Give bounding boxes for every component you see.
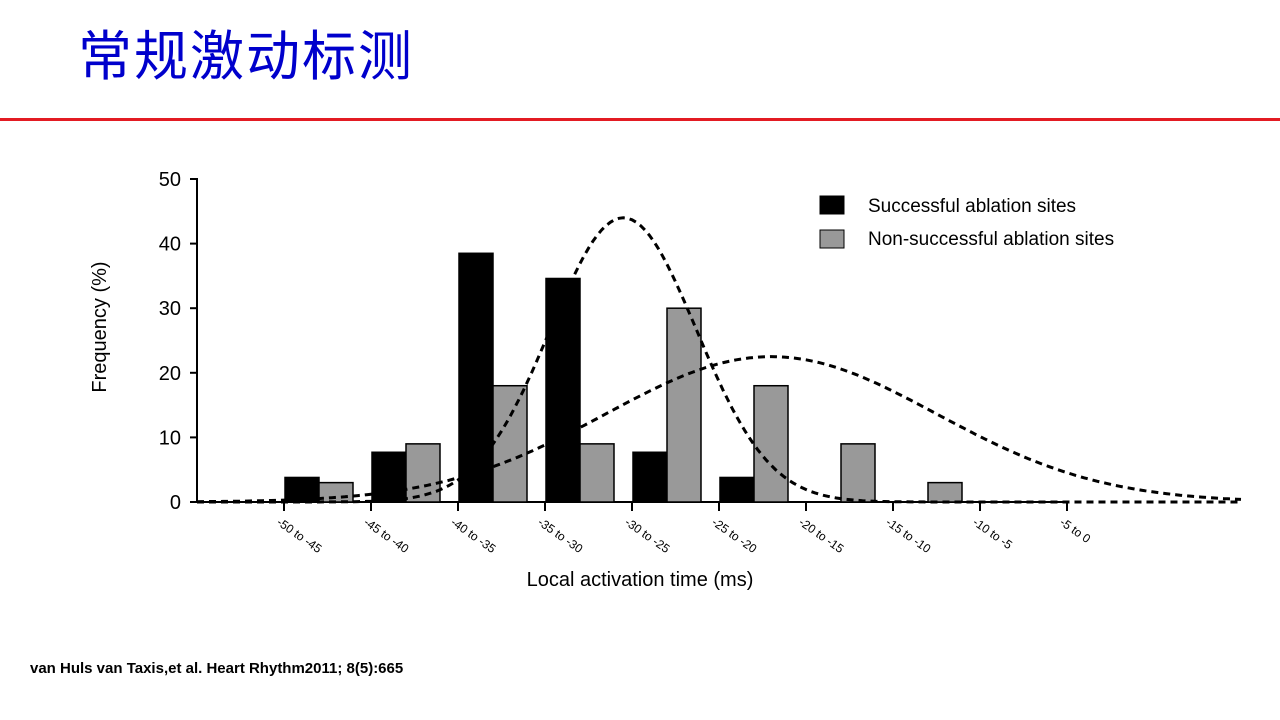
bar (545, 277, 581, 503)
x-axis-label: Local activation time (ms) (527, 569, 754, 591)
bar (666, 307, 702, 503)
x-tick-label: -5 to 0 (1057, 515, 1093, 546)
bar (719, 476, 755, 503)
legend-swatch-non-successful (819, 229, 845, 249)
bar (753, 384, 789, 503)
citation: van Huls van Taxis,et al. Heart Rhythm20… (30, 660, 404, 677)
fitted-curve-non-successful (196, 355, 1242, 504)
bar (284, 476, 320, 503)
x-tick-label: -20 to -15 (796, 515, 846, 556)
bar (492, 384, 528, 503)
x-tick-label: -40 to -35 (448, 515, 498, 556)
series-successful (284, 252, 755, 503)
y-tick-label: 0 (170, 492, 181, 514)
x-tick-label: -10 to -5 (970, 515, 1015, 552)
bar (632, 451, 668, 503)
y-tick-label: 50 (159, 169, 181, 191)
y-tick-label: 40 (159, 234, 181, 256)
legend-swatch-successful (819, 195, 845, 215)
y-tick-label: 10 (159, 427, 181, 449)
bar (458, 252, 494, 503)
y-axis: 0 10 20 30 40 50 (159, 169, 198, 514)
x-tick-label: -45 to -40 (361, 515, 411, 556)
fitted-curves (196, 216, 1242, 504)
slide-title: 常规激动标测 (78, 25, 414, 88)
title-divider (0, 118, 1280, 121)
x-tick-label: -15 to -10 (883, 515, 933, 556)
fitted-curve-successful (197, 216, 1241, 504)
x-tick-label: -25 to -20 (709, 515, 759, 556)
chart-legend: Successful ablation sites Non-successful… (819, 195, 1114, 250)
legend-label-successful: Successful ablation sites (868, 196, 1076, 217)
legend-label-non-successful: Non-successful ablation sites (868, 229, 1114, 250)
x-axis: -50 to -45 -45 to -40 -40 to -35 -35 to -30… (196, 501, 1093, 556)
x-tick-label: -50 to -45 (274, 515, 324, 556)
bar (579, 443, 615, 503)
bar-group (284, 252, 963, 503)
y-axis-label: Frequency (%) (89, 261, 111, 392)
x-tick-label: -35 to -30 (535, 515, 585, 556)
series-non-successful (318, 307, 963, 503)
y-tick-label: 20 (159, 363, 181, 385)
bar (927, 481, 963, 503)
bar (318, 481, 354, 503)
x-tick-label: -30 to -25 (622, 515, 672, 556)
bar (840, 443, 876, 503)
bar (405, 443, 441, 503)
y-tick-label: 30 (159, 298, 181, 320)
